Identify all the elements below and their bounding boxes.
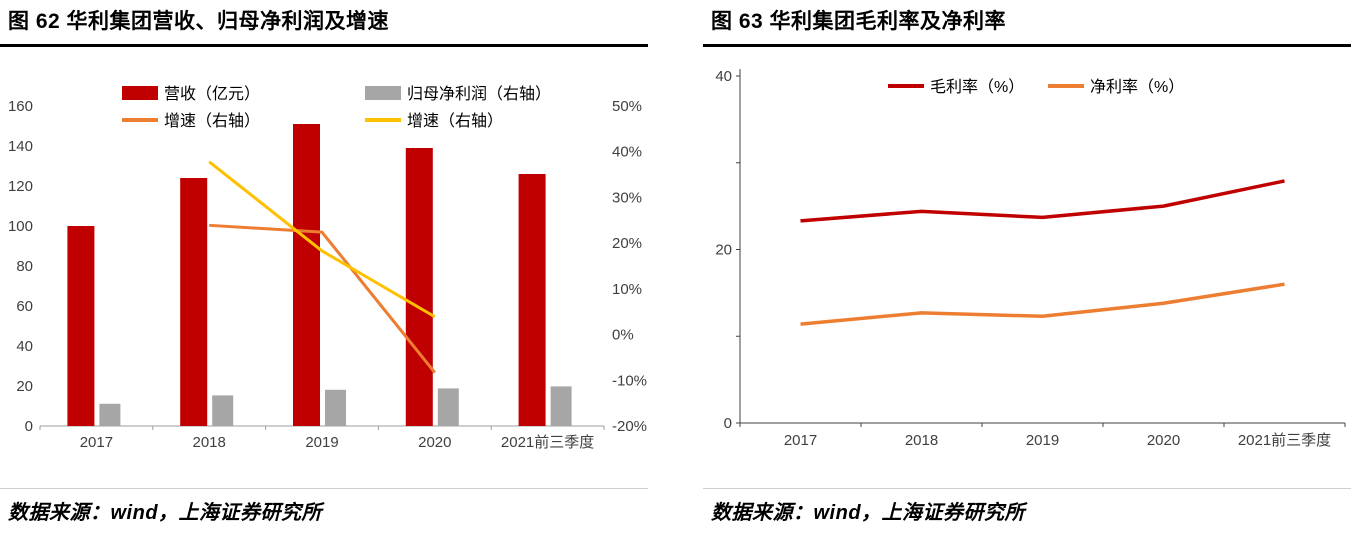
figure-62-source: 数据来源：wind，上海证券研究所 [8,502,323,524]
y-axis-tick-label: 0 [724,415,732,432]
right-axis-tick-label: 30% [612,189,642,206]
net-profit-bar [212,395,234,426]
left-axis-tick-label: 120 [8,178,33,195]
legend-label: 毛利率（%） [930,78,1024,96]
x-axis-category-label: 2020 [1147,432,1180,449]
figure-63-svg: 0 20 40 2017 2018 2019 2020 2021前三季度 毛利率（%） 净利率（%… [715,68,1346,449]
legend-label: 增速（右轴） [164,112,260,130]
figure-62-source-rule [0,488,648,489]
right-axis-tick-label: -10% [612,372,647,389]
right-axis-tick-label: 20% [612,235,642,252]
x-axis-category-label: 2017 [784,432,817,449]
x-axis-category-label: 2017 [80,434,113,451]
net-profit-bar [437,388,459,426]
figure-63-source: 数据来源：wind，上海证券研究所 [711,502,1026,524]
x-axis-category-label: 2019 [1026,432,1059,449]
left-axis-tick-label: 20 [16,378,33,395]
left-axis-tick-label: 0 [25,418,33,435]
left-axis-tick-label: 100 [8,218,33,235]
x-axis-category-label: 2021前三季度 [1238,432,1331,449]
revenue-bar [405,148,433,426]
net-profit-bar [325,389,346,426]
net-profit-bar [550,386,572,426]
left-axis-tick-label: 80 [16,258,33,275]
right-axis-tick-label: 10% [612,281,642,298]
legend-swatch-line [1048,84,1084,88]
gross-margin-line [800,179,1285,223]
figure-62-title: 图 62 华利集团营收、归母净利润及增速 [8,10,390,33]
right-axis-tick-label: 0% [612,327,634,344]
right-axis-tick-label: -20% [612,418,647,435]
figure-63-title-rule [703,44,1351,47]
x-axis-category-label: 2020 [418,434,451,451]
legend-swatch-line [122,118,158,122]
right-axis-tick-label: 40% [612,144,642,161]
y-axis-tick-label: 20 [715,242,732,259]
revenue-bar [67,226,95,426]
left-axis-tick-label: 140 [8,138,33,155]
growth-line-2 [208,160,436,319]
x-axis-category-label: 2018 [193,434,226,451]
legend-swatch-bar [365,86,401,100]
left-axis-tick-label: 60 [16,298,33,315]
revenue-bar [293,124,320,426]
net-profit-bar [99,403,121,426]
legend-label: 增速（右轴） [407,112,503,130]
x-axis-category-label: 2021前三季度 [501,434,594,451]
left-axis-tick-label: 160 [8,98,33,115]
legend-swatch-line [888,84,924,88]
figure-62-svg: 0 20 40 60 80 100 120 140 160 -20% -10% 0% 10% 20% 30%… [8,85,647,451]
right-axis-tick-label: 50% [612,98,642,115]
x-axis-category-label: 2018 [905,432,938,449]
legend-swatch-bar [122,86,158,100]
figure-62-title-rule [0,44,648,47]
figure-63-panel: 图 63 华利集团毛利率及净利率 0 20 40 2017 2018 2019 2020 20… [703,0,1351,533]
growth-line-1 [209,223,436,374]
legend-swatch-line [365,118,401,122]
revenue-bar [518,174,546,426]
figure-62-panel: 图 62 华利集团营收、归母净利润及增速 0 20 40 60 80 100 120 140 1… [0,0,648,533]
figure-63-source-rule [703,488,1351,489]
legend-label: 净利率（%） [1090,78,1184,96]
x-axis-category-label: 2019 [305,434,338,451]
figure-63-chart: 0 20 40 2017 2018 2019 2020 2021前三季度 毛利率（%） 净利率（%… [703,61,1351,454]
revenue-bar [180,178,208,426]
left-axis-tick-label: 40 [16,338,33,355]
legend-label: 营收（亿元） [164,85,260,103]
legend-label: 归母净利润（右轴） [407,85,551,103]
figure-62-chart: 0 20 40 60 80 100 120 140 160 -20% -10% 0% 10% 20% 30%… [0,61,648,454]
net-margin-line [800,282,1285,326]
y-axis-tick-label: 40 [715,68,732,85]
figure-63-title: 图 63 华利集团毛利率及净利率 [711,10,1007,33]
